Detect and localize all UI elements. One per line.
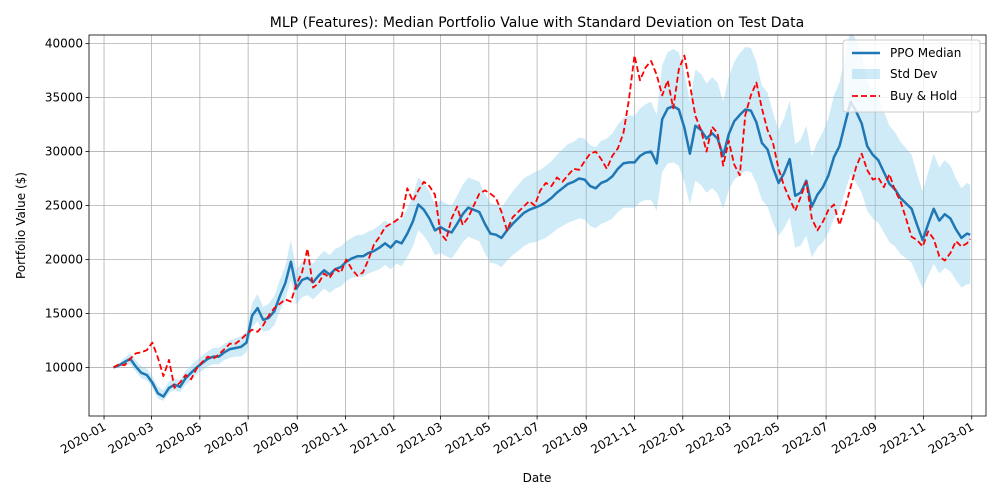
y-tick-label: 25000 — [45, 199, 83, 213]
grid — [89, 35, 986, 416]
chart-title: MLP (Features): Median Portfolio Value w… — [270, 15, 804, 31]
std-dev-band — [113, 35, 971, 401]
y-tick-label: 30000 — [45, 145, 83, 159]
y-tick-label: 40000 — [45, 37, 83, 51]
legend-std-label: Std Dev — [890, 67, 937, 81]
plot-data — [113, 35, 971, 401]
buy-hold-line — [113, 54, 971, 389]
legend-ppo-label: PPO Median — [890, 46, 961, 60]
y-axis-label: Portfolio Value ($) — [14, 172, 28, 279]
x-axis-label: Date — [523, 471, 552, 485]
y-tick-label: 15000 — [45, 306, 83, 320]
y-tick-label: 20000 — [45, 252, 83, 266]
legend-bh-label: Buy & Hold — [890, 89, 957, 103]
legend-box — [842, 39, 981, 113]
y-tick-label: 10000 — [45, 360, 83, 374]
legend: PPO Median Std Dev Buy & Hold — [842, 39, 981, 113]
legend-std-swatch — [852, 69, 880, 79]
y-tick-label: 35000 — [45, 91, 83, 105]
ppo-median-line — [113, 100, 971, 398]
